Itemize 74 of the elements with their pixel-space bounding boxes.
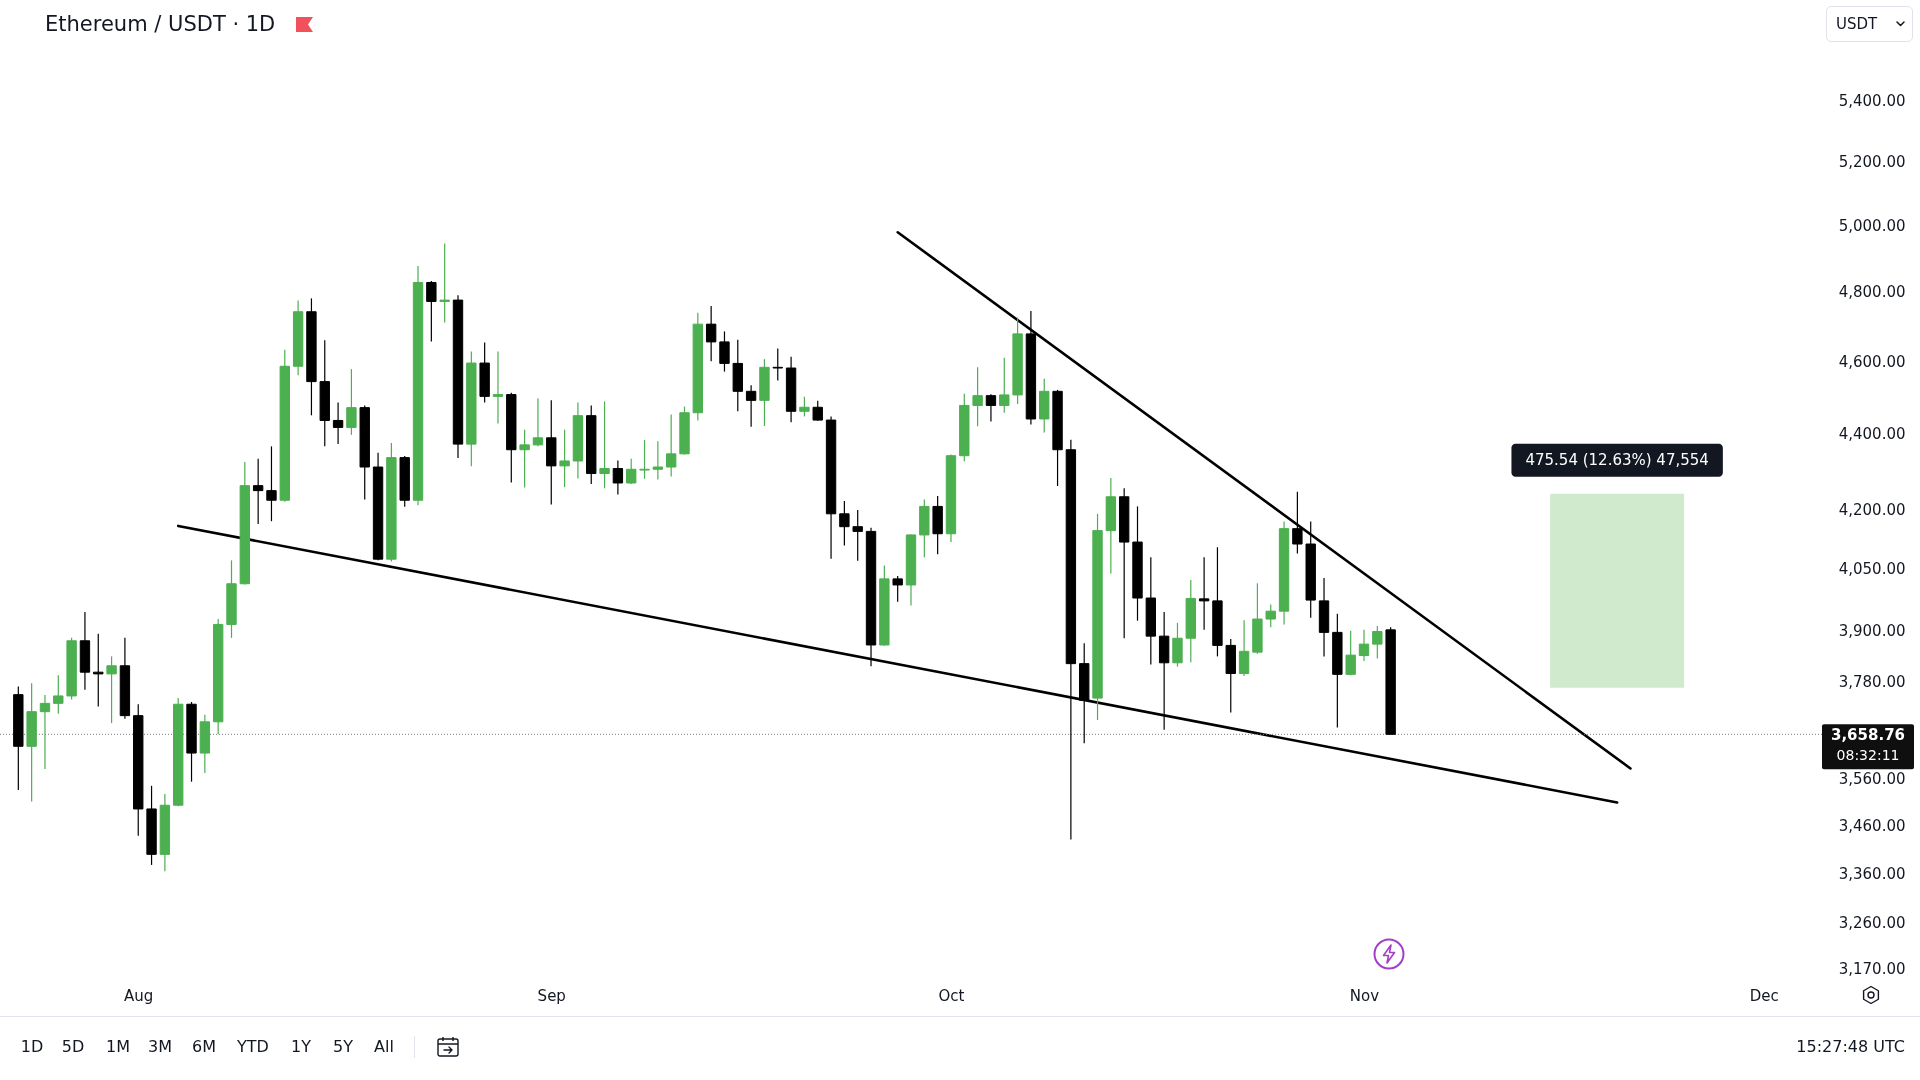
candlestick xyxy=(1345,630,1356,676)
candlestick xyxy=(492,350,504,424)
candlestick xyxy=(999,357,1010,414)
text: 1M xyxy=(106,1036,130,1058)
y-tick-label: 5,000.00 xyxy=(1838,216,1906,235)
candlestick xyxy=(559,429,570,488)
candlestick xyxy=(426,280,437,343)
candlestick xyxy=(266,445,277,522)
y-tick-label: 4,600.00 xyxy=(1838,352,1906,371)
text: USDT xyxy=(1836,14,1878,35)
y-tick-label: 3,170.00 xyxy=(1838,959,1906,978)
candlestick xyxy=(985,393,997,423)
candlestick xyxy=(639,439,650,480)
candlestick xyxy=(93,633,104,708)
candlestick xyxy=(972,366,983,427)
candlestick xyxy=(599,400,610,489)
x-tick-label: Aug xyxy=(124,986,154,1005)
candlestick xyxy=(519,429,530,489)
candlestick xyxy=(1372,625,1383,660)
text: YTD xyxy=(237,1036,269,1058)
x-tick-label: Sep xyxy=(537,986,566,1005)
candlestick xyxy=(665,413,677,478)
text: 5Y xyxy=(333,1036,353,1058)
text: 3M xyxy=(148,1036,172,1058)
candlestick xyxy=(439,242,450,324)
candlestick xyxy=(1238,619,1250,677)
y-tick-label: 4,200.00 xyxy=(1838,501,1906,520)
candlestick xyxy=(612,460,624,496)
text: 5D xyxy=(61,1036,85,1058)
ref-line-label: 3,658.76 xyxy=(1830,726,1906,745)
y-tick-label: 5,200.00 xyxy=(1838,153,1906,171)
text: 1D xyxy=(20,1036,44,1058)
y-tick-label: 3,360.00 xyxy=(1838,864,1906,883)
y-tick-label: 3,260.00 xyxy=(1838,913,1906,932)
candlestick xyxy=(1265,603,1276,628)
candlestick xyxy=(626,458,637,485)
candlestick xyxy=(39,694,51,770)
candlestick xyxy=(532,397,544,447)
candlestick xyxy=(745,384,757,428)
candlestick xyxy=(1198,556,1210,631)
candlestick xyxy=(705,305,717,362)
x-tick-label: Dec xyxy=(1749,986,1779,1005)
candlestick xyxy=(1292,491,1303,555)
candlestick xyxy=(53,674,64,715)
data-label: 475.54 (12.63%) 47,554 xyxy=(1525,451,1709,470)
candlestick xyxy=(1358,629,1370,662)
candlestick xyxy=(799,396,810,418)
candlestick xyxy=(332,401,344,445)
chart-title: Ethereum / USDT · 1D xyxy=(45,11,276,38)
y-tick-label: 4,050.00 xyxy=(1838,560,1906,579)
candlestick xyxy=(652,440,664,481)
y-tick-label: 3,900.00 xyxy=(1838,621,1906,640)
y-tick-label: 4,400.00 xyxy=(1838,425,1906,444)
y-tick-label: 3,460.00 xyxy=(1838,816,1906,835)
x-tick-label: Oct xyxy=(938,986,965,1005)
candlestick xyxy=(346,368,357,436)
y-tick-label: 4,800.00 xyxy=(1838,283,1906,302)
candlestick xyxy=(252,458,264,525)
text: 08:32:11 xyxy=(1836,747,1900,764)
y-tick-label: 5,400.00 xyxy=(1838,91,1906,110)
candlestick xyxy=(812,400,823,422)
candlestick xyxy=(892,575,903,603)
text: 15:27:48 UTC xyxy=(1796,1036,1905,1058)
x-tick-label: Nov xyxy=(1349,986,1380,1005)
y-tick-label: 3,560.00 xyxy=(1838,770,1906,789)
text: 6M xyxy=(192,1036,216,1058)
text: All xyxy=(374,1036,394,1058)
y-tick-label: 3,780.00 xyxy=(1838,672,1906,691)
candlestick xyxy=(852,509,863,562)
text: 1Y xyxy=(291,1036,311,1058)
candlestick xyxy=(719,330,730,373)
candlestick xyxy=(106,655,117,724)
candlestick xyxy=(772,347,783,382)
candlestick xyxy=(839,500,850,547)
